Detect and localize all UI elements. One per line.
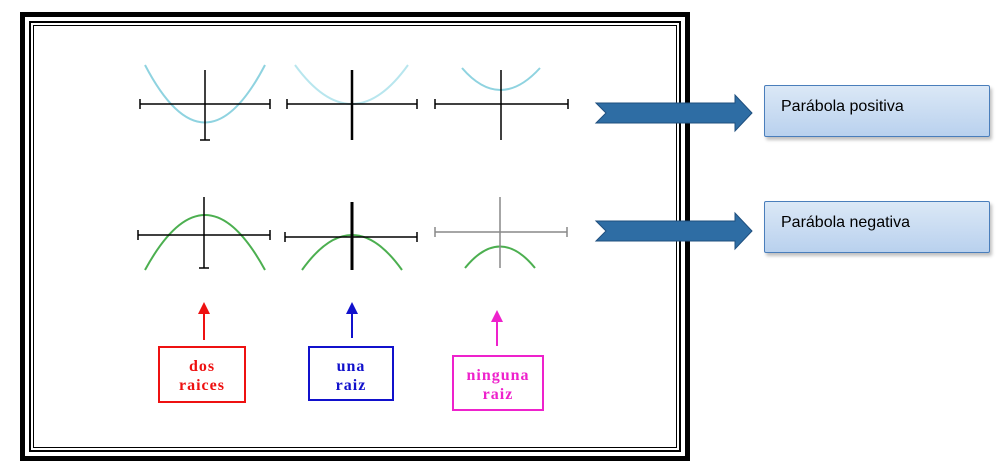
positive-parabola-callout: Parábola positiva <box>764 85 990 137</box>
parabola-curve <box>144 214 266 271</box>
negative-parabola-callout-text: Parábola negativa <box>781 214 910 231</box>
positive-parabola-callout-text: Parábola positiva <box>781 98 904 115</box>
blue-up-arrow <box>346 302 358 338</box>
two-roots-label-line2: raices <box>179 377 225 394</box>
two-roots-label-line1: dos <box>188 358 216 375</box>
arrow-to-negative-callout <box>594 211 753 251</box>
red-up-arrow <box>198 302 210 340</box>
no-roots-label-line1: ninguna <box>466 367 530 384</box>
negative-parabola-callout: Parábola negativa <box>764 201 990 253</box>
one-root-label-line1: una <box>336 358 366 375</box>
magenta-up-arrow <box>491 310 503 346</box>
arrow-to-positive-callout <box>594 93 753 133</box>
one-root-label-line2: raiz <box>335 377 367 394</box>
positive-parabola-no-roots <box>434 67 569 140</box>
positive-parabola-two-roots <box>139 64 271 141</box>
one-root-label: una raiz <box>308 346 394 401</box>
positive-parabola-one-root <box>286 64 418 140</box>
no-roots-label: ninguna raiz <box>452 355 544 411</box>
no-roots-label-line2: raiz <box>482 386 514 403</box>
two-roots-label: dos raices <box>158 346 246 403</box>
negative-parabola-two-roots <box>137 197 271 271</box>
negative-parabola-one-root <box>284 202 418 271</box>
negative-parabola-no-roots <box>434 197 568 269</box>
